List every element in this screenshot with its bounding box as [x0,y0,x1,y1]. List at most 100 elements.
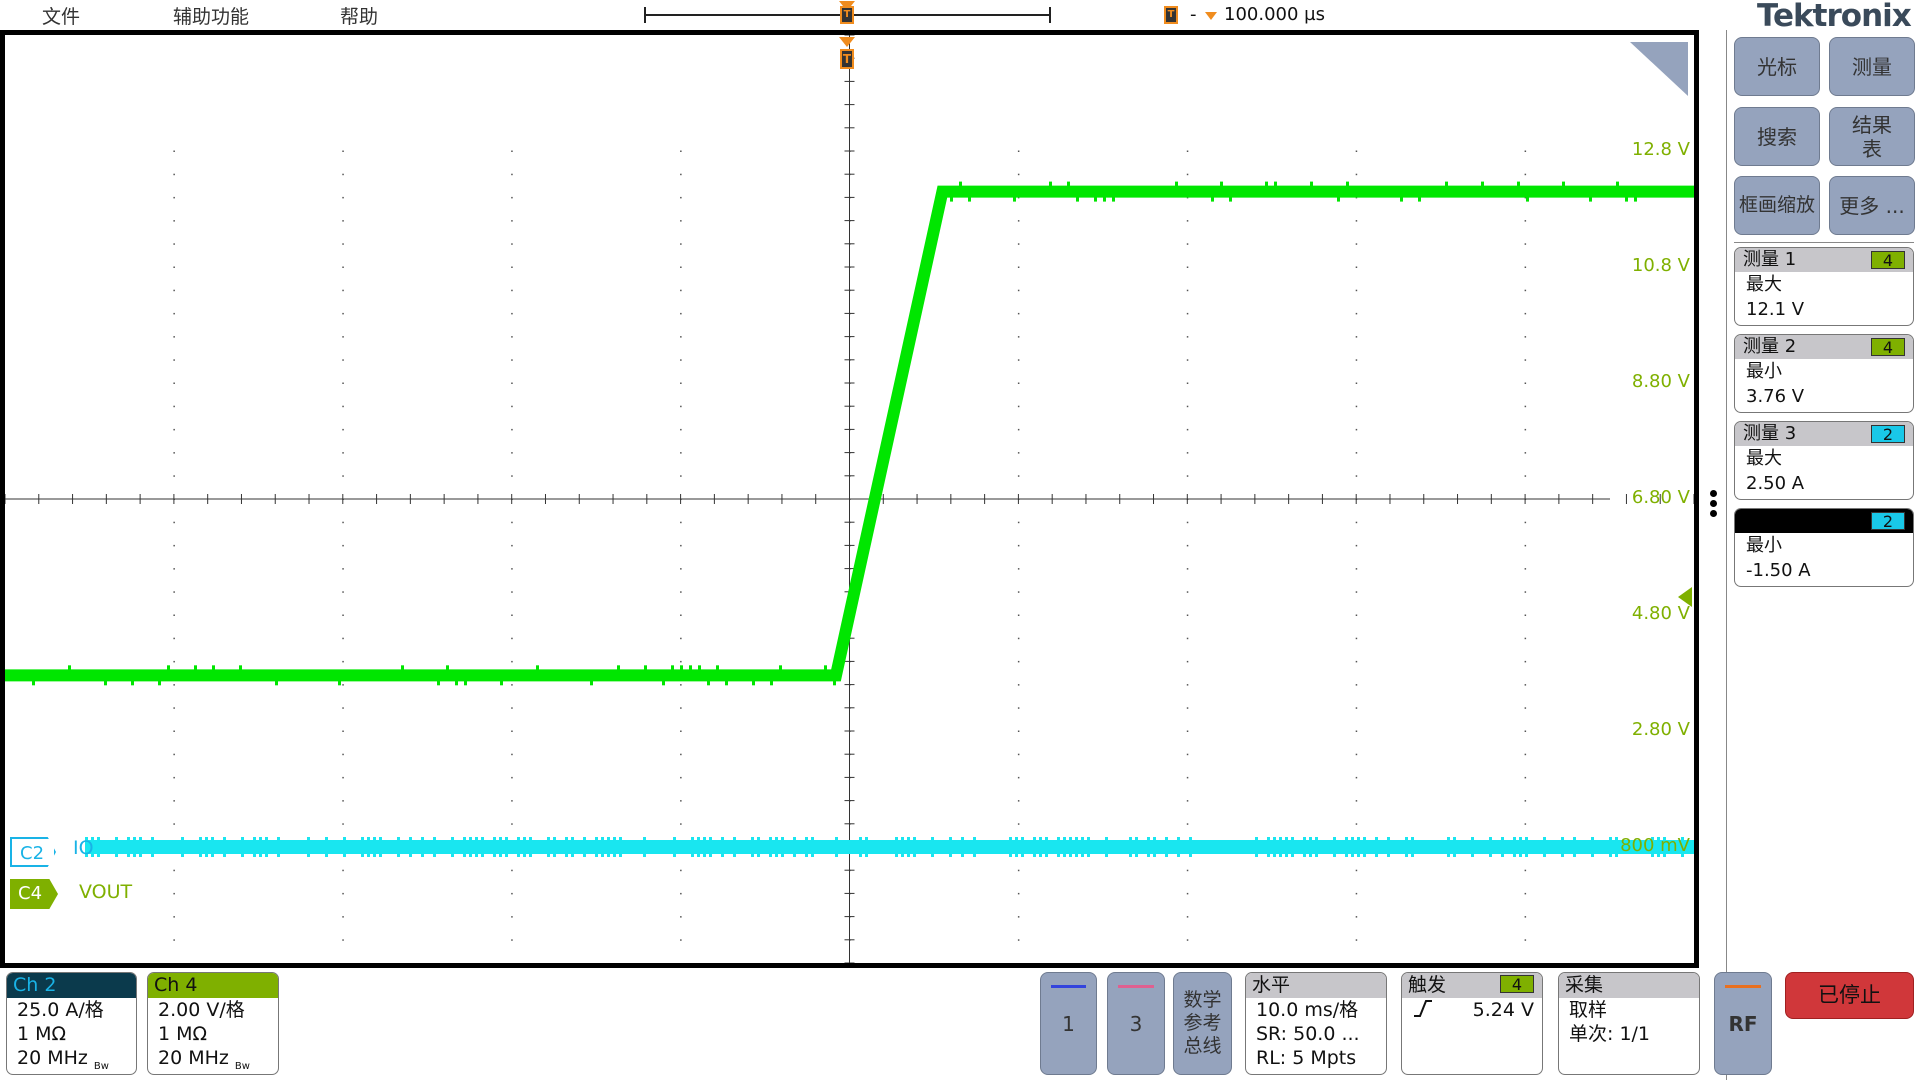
ch2-noise [643,837,646,857]
ch2-noise [499,837,502,857]
ch4-noise [1067,182,1070,188]
ch2-badge[interactable]: Ch 2 25.0 A/格 1 MΩ 20 MHz Bw [6,972,137,1075]
grid-dot [1018,174,1020,176]
zoom-box-button[interactable]: 框画缩放 [1734,176,1820,235]
ch4-noise [716,665,719,671]
grid-dot [1187,429,1189,431]
ch2-noise [253,837,256,857]
grid-dot [1356,591,1358,593]
horizontal-title: 水平 [1246,973,1386,998]
menu-utility[interactable]: 辅助功能 [173,2,249,29]
grid-dot [511,452,513,454]
ch2-noise [1057,837,1060,857]
ch2-noise [409,837,412,857]
waveform-view[interactable]: T 12.8 V 10.8 V 8.80 V 6.80 V 4.80 V 2.80 V 80… [0,30,1699,968]
ch4-noise [1103,196,1106,202]
results-table-button[interactable]: 结果表 [1829,107,1915,166]
grid-dot [1356,220,1358,222]
acquisition-badge[interactable]: 采集 取样 单次: 1/1 [1558,972,1700,1075]
ch2-noise [1189,837,1192,857]
grid-dot [511,731,513,733]
measurement-badge[interactable]: 测量 2 4 最小 3.76 V [1734,334,1914,413]
ch4-noise [1337,196,1340,202]
panel-resize-handle[interactable] [1710,490,1718,517]
grid-dot [1525,313,1527,315]
grid-dot [1018,568,1020,570]
grid-dot [680,545,682,547]
grid-dot [173,777,175,779]
grid-dot [680,591,682,593]
grid-dot [173,591,175,593]
grid-dot [1525,800,1527,802]
ch2-noise [1315,837,1318,857]
grid-dot [1525,406,1527,408]
menu-help[interactable]: 帮助 [340,2,378,29]
grid-dot [342,243,344,245]
grid-dot [680,939,682,941]
trigger-marker-icon[interactable]: T [840,49,854,69]
ch4-noise [338,679,341,685]
measurement-type: 最大 [1735,272,1913,297]
ch1-button[interactable]: 1 [1040,972,1097,1075]
divider [1734,242,1914,243]
measurement-badge[interactable]: 测量 3 2 最大 2.50 A [1734,421,1914,500]
ch4-noise [68,665,71,671]
ch2-offset-handle[interactable]: C2 [10,837,56,867]
trigger-badge[interactable]: 触发 4 5.24 V [1401,972,1543,1075]
search-button[interactable]: 搜索 [1734,107,1820,166]
ch4-noise [32,679,35,685]
horizontal-badge[interactable]: 水平 10.0 ms/格 SR: 50.0 ... RL: 5 Mpts [1245,972,1387,1075]
math-ref-bus-button[interactable]: 数学 参考 总线 [1173,972,1232,1075]
ch2-noise [733,837,736,857]
horizontal-delay[interactable]: 100.000 µs [1224,4,1325,25]
menu-file[interactable]: 文件 [42,2,80,29]
ch2-noise [1453,837,1456,857]
ch4-noise [455,679,458,685]
trigger-title: 触发 [1408,974,1446,996]
ch2-noise [1009,837,1012,857]
run-stop-button[interactable]: 已停止 [1785,972,1914,1019]
cursors-button[interactable]: 光标 [1734,37,1820,96]
ch2-noise [757,837,760,857]
ch4-noise [698,665,701,671]
ch2-noise [1129,837,1132,857]
ch2-noise [223,837,226,857]
timeline-trigger-marker-icon[interactable]: T [840,6,854,24]
ch4-impedance: 1 MΩ [148,1022,278,1046]
grid-dot [1187,568,1189,570]
ch2-noise [1015,837,1018,857]
rf-button[interactable]: RF [1714,972,1772,1075]
ch4-badge[interactable]: Ch 4 2.00 V/格 1 MΩ 20 MHz Bw [147,972,279,1075]
grid-dot [173,452,175,454]
grid-dot [1356,429,1358,431]
measure-button[interactable]: 测量 [1829,37,1915,96]
ch2-noise [1177,837,1180,857]
measurement-title: 测量 3 [1743,423,1796,444]
ch2-noise [1039,837,1042,857]
ch3-button[interactable]: 3 [1107,972,1165,1075]
grid-dot [1356,290,1358,292]
ch2-noise [1561,837,1564,857]
measurement-badge[interactable]: 测量 1 4 最大 12.1 V [1734,247,1914,326]
ch4-noise [662,679,665,685]
ch4-noise [617,665,620,671]
ch2-noise [475,837,478,857]
grid-dot [342,383,344,385]
ch2-noise [1033,837,1036,857]
ch2-noise [397,837,400,857]
ch2-noise [703,837,706,857]
ch4-offset-handle[interactable]: C4 [10,879,58,909]
measurement-source: 4 [1871,338,1905,356]
ch2-noise [1279,837,1282,857]
grid-dot [173,731,175,733]
more-button[interactable]: 更多 ... [1829,176,1915,235]
grid-dot [1018,591,1020,593]
grid-dot [1187,406,1189,408]
grid-dot [511,870,513,872]
measurement-badge[interactable]: 2 最小 -1.50 A [1734,508,1914,587]
ch4-noise [1265,182,1268,188]
ch4-trigger-level-icon[interactable] [1678,587,1692,607]
grid-dot [680,800,682,802]
grid-dot [1018,336,1020,338]
grid-dot [1525,916,1527,918]
